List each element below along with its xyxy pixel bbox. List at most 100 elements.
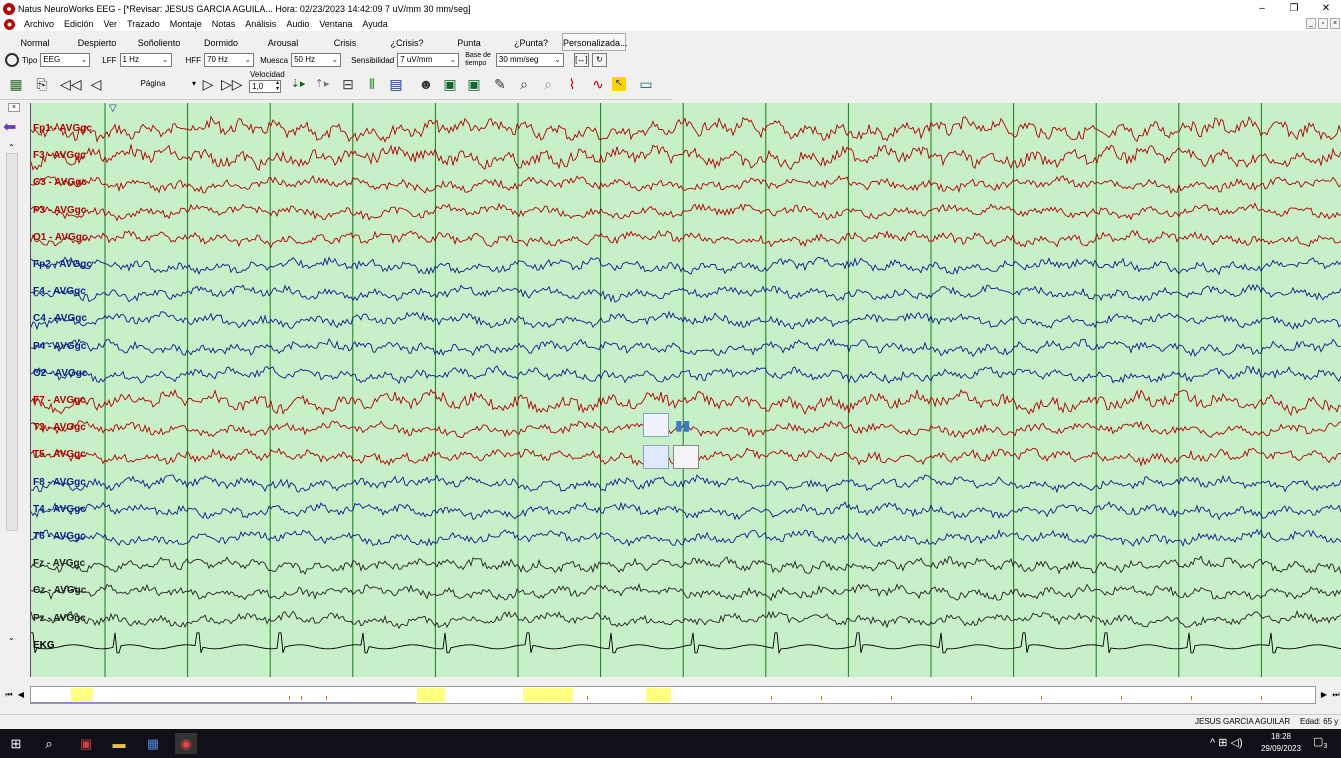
menu-trazado[interactable]: Trazado (127, 19, 160, 29)
channel-label[interactable]: P3 - AVGgc (33, 204, 87, 216)
channel-label[interactable]: T6 - AVGgc (33, 531, 86, 542)
monitor-app-icon[interactable]: ▦ (146, 736, 160, 751)
channel-label[interactable]: F8 - AVGgc (33, 476, 86, 488)
channel-label[interactable]: EKG (33, 639, 55, 651)
table-icon[interactable] (643, 413, 669, 437)
velocity-spinner[interactable]: 1,0 ▴ ▾ (249, 80, 281, 93)
event-segment[interactable] (646, 688, 671, 702)
protocol-sonoliento-button[interactable]: Soñoliento (137, 38, 181, 48)
zoom-in-icon[interactable]: ⌕ (520, 76, 528, 92)
zoom-out-icon[interactable]: ⌕ (544, 76, 552, 92)
hff-select[interactable]: 70 Hz ⌄ (204, 53, 255, 67)
spike-detect-icon[interactable]: ⫴ (369, 76, 375, 92)
event-segment[interactable] (523, 688, 573, 702)
page-dropdown[interactable]: Página ▾ (108, 76, 198, 92)
taskbar-clock[interactable]: 18:28 29/09/2023 (1256, 731, 1306, 755)
protocol-despierto-button[interactable]: Despierto (77, 38, 117, 48)
channel-label[interactable]: T4 - AVGgc (33, 503, 86, 515)
menu-audio[interactable]: Audio (286, 19, 310, 29)
protocol-arousal-button[interactable]: Arousal (267, 38, 299, 48)
channel-label[interactable]: P4 - AVGgc (33, 340, 87, 352)
neuroworks-taskbar-icon[interactable]: ◉ (175, 733, 197, 754)
notifications-icon[interactable]: ▢3 (1313, 736, 1328, 751)
app-launcher-icon[interactable]: ▣ (79, 736, 93, 751)
channel-label[interactable]: T5 - AVGgc (33, 449, 86, 461)
mdi-close-button[interactable]: × (1330, 18, 1340, 29)
channel-label[interactable]: Fz - AVGgc (33, 558, 86, 570)
floating-analysis-widget[interactable]: ▮▮ (643, 413, 703, 471)
area-chart-icon[interactable] (643, 445, 669, 469)
timeline-forward-icon[interactable]: ▶ (1320, 690, 1328, 699)
scroll-down-icon[interactable]: ⌄ (8, 633, 15, 642)
channel-label[interactable]: Fp2 - AVGgc (33, 259, 92, 270)
event-segment[interactable] (417, 688, 445, 702)
system-tray-icons[interactable]: ^ ⊞ ◁) (1210, 737, 1243, 749)
menu-ver[interactable]: Ver (103, 19, 118, 29)
page-marker-triangle-icon[interactable]: ▽ (109, 103, 117, 114)
eeg-trace-panel[interactable]: Fp1 - AVGgc F3 - AVGgc C3 - AVGgc P3 - AVGg… (30, 103, 1341, 677)
muesca-select[interactable]: 50 Hz ⌄ (291, 53, 342, 67)
pointer-tool-icon[interactable]: ↖ (612, 77, 626, 91)
channel-label[interactable]: Fp1 - AVGgc (33, 123, 92, 134)
menu-notas[interactable]: Notas (211, 19, 236, 29)
trend-table-icon[interactable]: ▤ (389, 76, 403, 92)
channel-label[interactable]: F4 - AVGgc (33, 286, 86, 298)
montage-grid-icon[interactable]: ▦ (9, 76, 23, 92)
report-icon[interactable]: ▣ (443, 76, 457, 92)
first-page-icon[interactable]: ◁◁ (60, 76, 82, 92)
protocol-crisis-question-button[interactable]: ¿Crisis? (390, 38, 424, 48)
channel-label[interactable]: C4 - AVGgc (33, 313, 87, 325)
restore-button[interactable]: ❐ (1289, 3, 1299, 14)
bar-chart-icon[interactable]: ▮▮ (675, 417, 691, 433)
lff-select[interactable]: 1 Hz ⌄ (119, 53, 172, 67)
channel-label[interactable]: O1 - AVGgc (33, 231, 88, 243)
timeline-back-icon[interactable]: ◀ (17, 690, 25, 699)
menu-archivo[interactable]: Archivo (24, 19, 55, 29)
search-icon[interactable]: ⌕ (45, 736, 53, 751)
menu-montaje[interactable]: Montaje (169, 19, 202, 29)
protocol-normal-button[interactable]: Normal (20, 38, 50, 48)
sensibilidad-select[interactable]: 7 uV/mm ⌄ (397, 53, 460, 67)
mdi-restore-button[interactable]: ▫ (1318, 18, 1328, 29)
notes-icon[interactable]: ✎ (494, 76, 506, 92)
waveform-film-icon[interactable] (673, 445, 699, 469)
next-page-icon[interactable]: ▷ (202, 76, 214, 92)
channel-label[interactable]: Pz - AVGgc (33, 612, 86, 624)
refresh-button[interactable]: ↻ (591, 53, 607, 67)
channel-label[interactable]: F7 - AVGgc (33, 395, 86, 406)
channel-label[interactable]: Cz - AVGgc (33, 585, 87, 597)
minimize-button[interactable]: – (1259, 3, 1265, 14)
previous-page-icon[interactable]: ◁ (90, 76, 102, 92)
back-arrow-icon[interactable]: ⬅ (3, 119, 17, 136)
menu-ayuda[interactable]: Ayuda (362, 19, 388, 29)
review-icon[interactable]: ▣ (467, 76, 481, 92)
protocol-dormido-button[interactable]: Dormido (203, 38, 238, 48)
channel-label[interactable]: F3 - AVGgc (33, 150, 86, 162)
file-explorer-icon[interactable]: ▬ (112, 736, 126, 751)
document-icon[interactable] (4, 18, 15, 30)
interval-bracket-button[interactable]: [↔] (573, 53, 589, 67)
timeline-end-icon[interactable]: ⏭ (1332, 690, 1340, 699)
waveform-marker-icon[interactable]: ∿ (592, 76, 604, 92)
protocol-personalizada-button[interactable]: Personalizada... (562, 33, 628, 51)
event-segment[interactable] (71, 688, 93, 702)
scroll-up-icon[interactable]: ⌃ (8, 143, 15, 152)
settings-gear-icon[interactable] (5, 53, 19, 67)
tipo-select[interactable]: EEG ⌄ (40, 53, 91, 67)
menu-ventana[interactable]: Ventana (319, 19, 353, 29)
play-backward-icon[interactable]: ⇡▸ (314, 78, 330, 90)
vertical-scrollbar[interactable] (6, 153, 18, 531)
mdi-minimize-button[interactable]: _ (1306, 18, 1316, 29)
menu-analisis[interactable]: Análisis (245, 19, 277, 29)
waveform-compare-icon[interactable]: ⌇ (568, 76, 576, 92)
patient-info-icon[interactable]: ☻ (418, 76, 434, 92)
channel-label[interactable]: O2 - AVGgc (33, 367, 88, 379)
channel-label[interactable]: C3 - AVGgc (33, 177, 87, 189)
base-tiempo-select[interactable]: 30 mm/seg ⌄ (495, 53, 564, 67)
monitor-icon[interactable]: ▭ (639, 76, 653, 92)
timeline-start-icon[interactable]: ⏮ (5, 690, 13, 699)
spin-arrows-icon[interactable]: ▴ ▾ (275, 80, 279, 92)
channel-label[interactable]: T3 - AVGgc (33, 422, 86, 434)
protocol-punta-question-button[interactable]: ¿Punta? (513, 38, 549, 48)
video-camera-icon[interactable]: ⎘ (36, 76, 48, 92)
